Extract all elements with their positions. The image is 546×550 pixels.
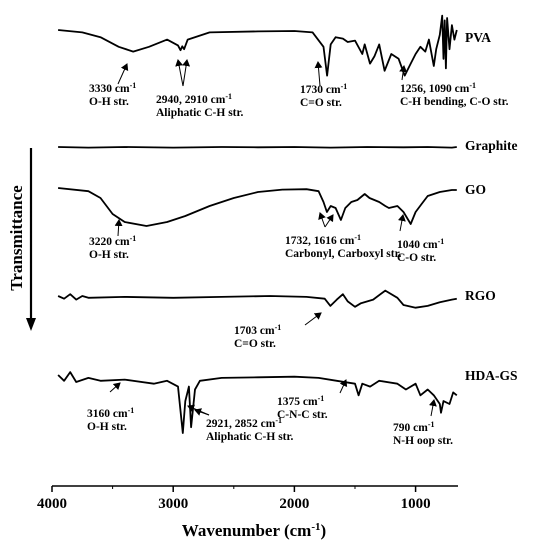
x-tick-label: 3000 — [158, 496, 188, 512]
annotation-1: 3330 cm-1O-H str. — [89, 63, 136, 108]
annotation-wavenumber: 1375 cm-1 — [277, 394, 324, 408]
annotation-wavenumber: 790 cm-1 — [393, 420, 434, 434]
annotation-assignment: N-H oop str. — [393, 435, 453, 447]
series-line-pva — [58, 14, 458, 77]
series-labels: PVA Graphite GO RGO HDA-GS — [465, 30, 518, 383]
y-axis-label-group: Transmittance — [7, 148, 36, 331]
annotation-arrow — [114, 219, 123, 237]
x-tick-label: 4000 — [37, 496, 67, 512]
annotation-arrow — [324, 214, 334, 228]
annotation-assignment: C=O str. — [234, 338, 276, 350]
y-axis-arrowhead — [26, 318, 36, 331]
annotation-assignment: C=O str. — [300, 97, 342, 109]
annotation-wavenumber: 1730 cm-1 — [300, 82, 347, 96]
x-axis-label: Wavenumber (cm-1) — [182, 521, 326, 540]
annotation-arrow — [304, 312, 322, 326]
series-label-pva: PVA — [465, 30, 491, 45]
annotation-assignment: O-H str. — [89, 249, 129, 261]
series-line-hda-gs — [57, 371, 458, 434]
annotation-wavenumber: 3330 cm-1 — [89, 81, 136, 95]
annotation-11: 1375 cm-1C-N-C str. — [277, 379, 348, 421]
annotation-arrow — [397, 214, 406, 232]
y-axis-label: Transmittance — [7, 185, 26, 291]
annotation-assignment: O-H str. — [89, 96, 129, 108]
annotation-7: 1040 cm-1C-O str. — [397, 214, 444, 264]
annotation-wavenumber: 3220 cm-1 — [89, 234, 136, 248]
annotation-arrow — [117, 63, 129, 85]
plot-lines — [57, 14, 458, 434]
annotation-9: 3160 cm-1O-H str. — [87, 382, 134, 433]
annotation-wavenumber: 1040 cm-1 — [397, 237, 444, 251]
annotation-wavenumber: 2940, 2910 cm-1 — [156, 92, 232, 106]
annotation-assignment: Aliphatic C-H str. — [156, 107, 244, 119]
annotations: 3330 cm-1O-H str. 2940, 2910 cm-1Aliphati… — [87, 59, 509, 447]
annotation-4: 1256, 1090 cm-1C-H bending, C-O str. — [399, 65, 509, 108]
annotation-arrow — [428, 399, 437, 417]
x-axis: 4000 3000 2000 1000 Wavenumber (cm-1) — [37, 485, 458, 540]
annotation-arrow — [175, 59, 184, 87]
annotation-assignment: C-H bending, C-O str. — [400, 96, 509, 108]
series-line-graphite — [58, 146, 457, 149]
annotation-arrow — [109, 382, 121, 393]
annotation-wavenumber: 1256, 1090 cm-1 — [400, 81, 476, 95]
annotation-wavenumber: 1703 cm-1 — [234, 323, 281, 337]
series-label-graphite: Graphite — [465, 138, 518, 153]
annotation-assignment: O-H str. — [87, 421, 127, 433]
series-label-rgo: RGO — [465, 288, 496, 303]
annotation-arrow — [339, 379, 348, 394]
annotation-wavenumber: 3160 cm-1 — [87, 406, 134, 420]
series-label-hda-gs: HDA-GS — [465, 368, 518, 383]
annotation-wavenumber: 1732, 1616 cm-1 — [285, 233, 361, 247]
annotation-assignment: Aliphatic C-H str. — [206, 431, 294, 443]
annotation-8: 1703 cm-1C=O str. — [234, 312, 322, 350]
x-tick-label: 2000 — [279, 496, 309, 512]
series-line-go — [58, 187, 457, 227]
annotation-wavenumber: 2921, 2852 cm-1 — [206, 416, 282, 430]
series-label-go: GO — [465, 182, 486, 197]
annotation-arrow — [314, 61, 323, 87]
annotation-assignment: Carbonyl, Carboxyl str. — [285, 248, 402, 260]
annotation-assignment: C-O str. — [397, 252, 436, 264]
annotation-arrow — [318, 212, 326, 228]
series-line-rgo — [57, 289, 457, 309]
annotation-12: 790 cm-1N-H oop str. — [393, 399, 453, 447]
annotation-arrow — [194, 408, 210, 416]
annotation-arrow — [182, 59, 191, 87]
x-tick-label: 1000 — [401, 496, 431, 512]
annotation-5: 3220 cm-1O-H str. — [89, 219, 136, 261]
annotation-arrow — [399, 65, 408, 81]
annotation-assignment: C-N-C str. — [277, 409, 328, 421]
annotation-3: 1730 cm-1C=O str. — [300, 61, 347, 109]
